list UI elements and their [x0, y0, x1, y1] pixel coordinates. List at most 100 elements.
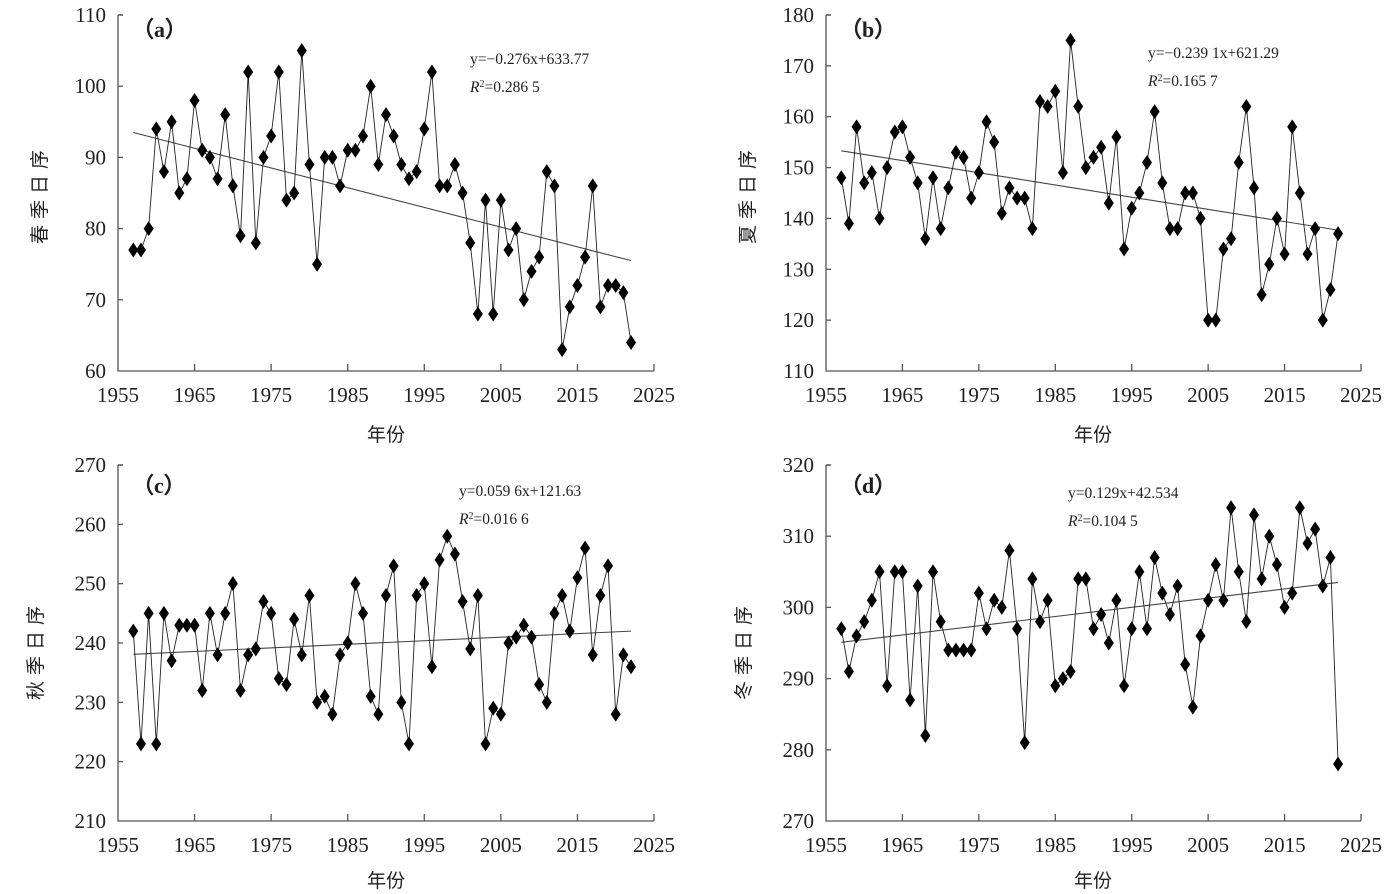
data-point: [996, 205, 1007, 221]
data-point: [950, 642, 961, 658]
x-tick-label: 2015: [556, 833, 598, 857]
r-squared: R2=0.165 7: [1147, 73, 1218, 91]
r2-value: =0.016 6: [473, 511, 528, 528]
r-squared: R2=0.016 6: [458, 511, 529, 529]
trend-equation: y=0.059 6x+121.63: [459, 483, 581, 500]
data-point: [1119, 241, 1130, 257]
data-point: [866, 165, 877, 181]
data-point: [1233, 154, 1244, 170]
data-point: [281, 677, 292, 693]
data-point: [534, 677, 545, 693]
data-point: [1157, 175, 1168, 191]
data-point: [518, 292, 529, 308]
data-point: [882, 160, 893, 176]
y-tick-label: 170: [783, 54, 815, 78]
data-point: [266, 128, 277, 144]
y-tick-label: 270: [75, 453, 107, 477]
y-tick-label: 240: [75, 631, 107, 655]
data-point: [1096, 607, 1107, 623]
data-point: [1027, 571, 1038, 587]
data-point: [526, 263, 537, 279]
x-tick-label: 2025: [1340, 383, 1382, 407]
data-point: [158, 605, 169, 621]
data-point: [935, 221, 946, 237]
data-point: [273, 64, 284, 80]
data-point: [966, 190, 977, 206]
x-tick-label: 1985: [1034, 833, 1076, 857]
data-point: [388, 558, 399, 574]
r2-value: =0.104 5: [1082, 513, 1137, 530]
data-point: [1333, 756, 1344, 772]
x-axis-title: 年份: [1074, 870, 1112, 892]
data-point: [373, 706, 384, 722]
data-point: [258, 593, 269, 609]
data-point: [1302, 535, 1313, 551]
data-point: [235, 682, 246, 698]
trend-equation: y=−0.276x+633.77: [470, 51, 589, 68]
data-point: [958, 149, 969, 165]
x-tick-label: 1975: [250, 833, 292, 857]
y-tick-label: 210: [75, 809, 107, 833]
data-point: [557, 588, 568, 604]
data-point: [1088, 621, 1099, 637]
x-tick-label: 2025: [633, 833, 675, 857]
x-tick-label: 1995: [403, 833, 445, 857]
data-point: [587, 647, 598, 663]
series-line: [840, 507, 1339, 765]
y-tick-label: 220: [75, 750, 107, 774]
y-tick-label: 150: [783, 156, 815, 180]
data-point: [618, 647, 629, 663]
data-point: [128, 242, 139, 258]
data-point: [1019, 735, 1030, 751]
data-point: [135, 736, 146, 752]
data-point: [1187, 699, 1198, 715]
data-point: [296, 43, 307, 59]
axis-lines: [117, 15, 654, 372]
x-tick-label: 1955: [97, 833, 139, 857]
data-point: [1042, 99, 1053, 115]
data-point: [874, 210, 885, 226]
data-point: [912, 175, 923, 191]
data-point: [250, 235, 261, 251]
data-point: [434, 178, 445, 194]
data-point: [449, 157, 460, 173]
panel-label: （a）: [132, 17, 187, 42]
x-tick-label: 1985: [1034, 383, 1076, 407]
y-axis-title: 夏季日序: [737, 144, 759, 244]
data-point: [1210, 557, 1221, 573]
trend-line: [133, 131, 632, 262]
x-tick-label: 1985: [327, 833, 369, 857]
data-point: [1325, 282, 1336, 298]
x-tick-label: 2005: [1187, 833, 1229, 857]
r2-symbol: R: [469, 79, 480, 96]
data-point: [1187, 185, 1198, 201]
data-point: [151, 736, 162, 752]
data-point: [526, 629, 537, 645]
x-tick-label: 1955: [805, 833, 847, 857]
data-point: [897, 564, 908, 580]
data-point: [335, 178, 346, 194]
data-point: [304, 588, 315, 604]
r2-value: =0.286 5: [484, 79, 539, 96]
data-point: [958, 642, 969, 658]
data-point: [1142, 154, 1152, 170]
data-point: [897, 119, 908, 135]
panel-label: （c）: [132, 473, 186, 498]
y-tick-label: 100: [75, 74, 107, 98]
data-point: [403, 736, 414, 752]
x-tick-label: 1975: [958, 383, 1000, 407]
data-point: [1035, 614, 1045, 630]
x-axis-title: 年份: [367, 424, 405, 446]
data-point: [549, 605, 560, 621]
data-point: [419, 121, 430, 137]
data-point: [580, 249, 591, 265]
x-tick-label: 2015: [556, 383, 598, 407]
data-point: [181, 617, 192, 633]
r2-symbol: R: [1147, 73, 1158, 90]
x-tick-label: 1965: [881, 383, 923, 407]
data-point: [859, 175, 870, 191]
y-tick-label: 110: [783, 359, 814, 383]
data-point: [135, 242, 146, 258]
data-point: [564, 623, 575, 639]
data-point: [1134, 185, 1145, 201]
